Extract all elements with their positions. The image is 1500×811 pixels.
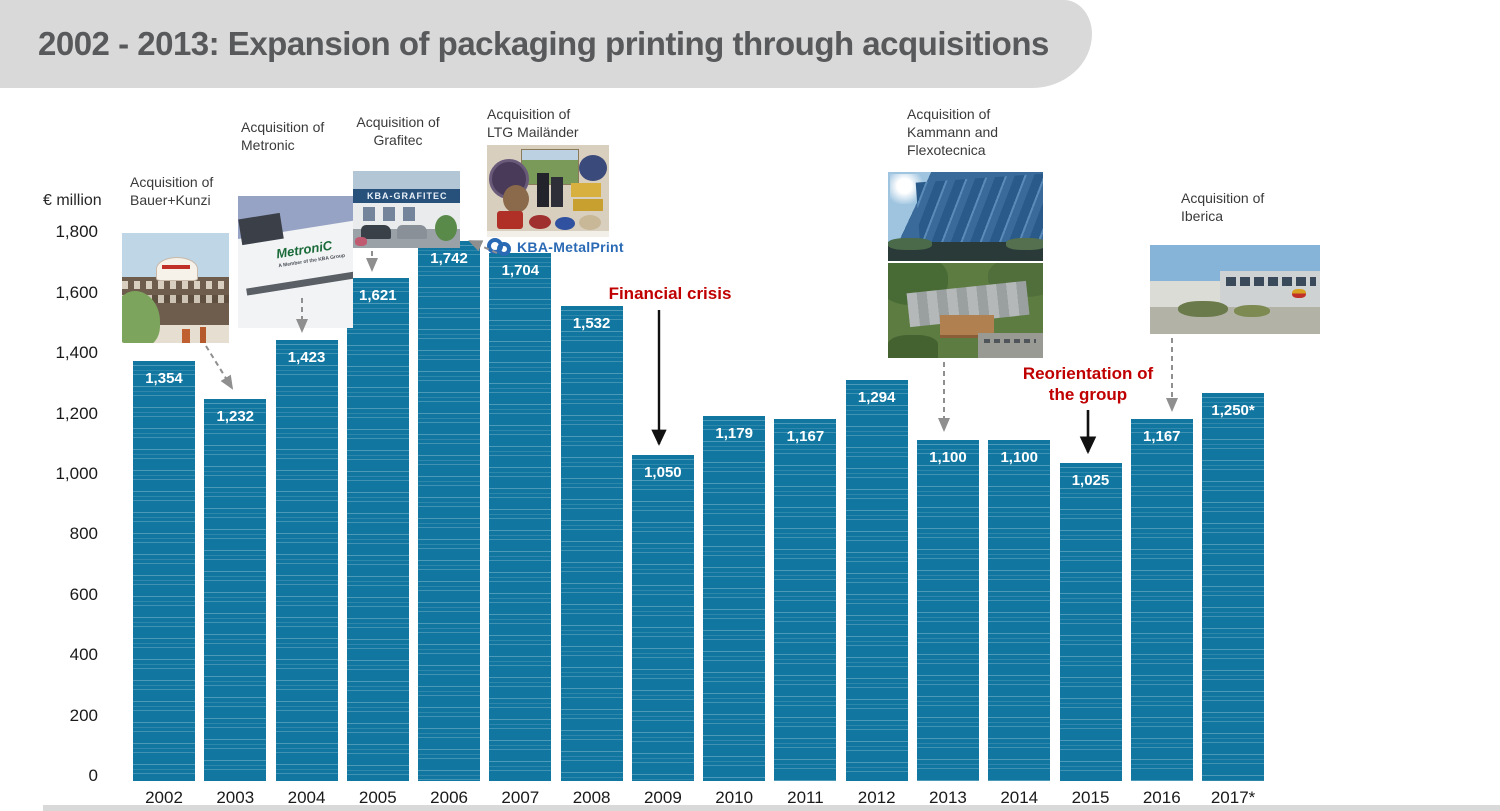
slide-title: 2002 - 2013: Expansion of packaging prin… xyxy=(38,25,1049,62)
photo-kammann-building xyxy=(888,172,1043,261)
bar-value-label: 1,025 xyxy=(1071,472,1110,489)
photo-iberica-building xyxy=(1150,245,1320,334)
bar-2007: 1,704 xyxy=(489,253,552,781)
callout-bauer-kunzi: Acquisition of Bauer+Kunzi xyxy=(130,173,213,209)
x-tick-2009: 2009 xyxy=(643,788,682,807)
callout-line: Acquisition of xyxy=(356,114,440,130)
x-tick-2002: 2002 xyxy=(145,788,183,807)
bar-value-label: 1,704 xyxy=(501,262,540,279)
bar-value-label: 1,532 xyxy=(572,315,611,332)
callout-line: Iberica xyxy=(1181,208,1224,224)
bar-2015: 1,025 xyxy=(1059,463,1122,781)
x-tick-2012: 2012 xyxy=(857,788,896,807)
callout-line: Metronic xyxy=(241,137,295,153)
bar-2008: 1,532 xyxy=(560,306,623,781)
y-tick-1800: 1,800 xyxy=(55,222,98,242)
photo-bauer-kunzi-building xyxy=(122,233,229,343)
bar-2006: 1,742 xyxy=(418,241,481,781)
x-tick-2007: 2007 xyxy=(501,788,540,807)
bar-value-label: 1,742 xyxy=(430,250,468,267)
x-tick-2006: 2006 xyxy=(430,788,468,807)
arrow-bauer-to-2003 xyxy=(205,345,234,390)
y-tick-200: 200 xyxy=(69,705,98,725)
note-reorientation: Reorientation of the group xyxy=(1008,363,1168,405)
bar-value-label: 1,232 xyxy=(216,408,255,425)
bar-2011: 1,167 xyxy=(774,419,837,781)
bar-2013: 1,100 xyxy=(916,440,979,781)
kba-metalprint-logo: KBA-MetalPrint xyxy=(487,238,624,256)
bar-2016: 1,167 xyxy=(1130,419,1193,781)
callout-line: Acquisition of xyxy=(241,119,325,135)
callout-line: Acquisition of xyxy=(487,106,571,122)
y-tick-1400: 1,400 xyxy=(55,343,98,363)
y-tick-1000: 1,000 xyxy=(55,464,98,483)
bar-value-label: 1,621 xyxy=(359,287,397,304)
y-axis-unit-label: € million xyxy=(43,192,102,209)
callout-kammann-flexotecnica: Acquisition of Kammann and Flexotecnica xyxy=(907,105,998,159)
callout-line: LTG Mailänder xyxy=(487,124,579,140)
title-banner xyxy=(0,0,1092,88)
y-tick-1600: 1,600 xyxy=(55,282,98,302)
bar-2010: 1,179 xyxy=(703,416,766,781)
x-tick-2004: 2004 xyxy=(287,788,326,807)
y-tick-600: 600 xyxy=(69,584,98,604)
x-tick-2011: 2011 xyxy=(787,788,824,807)
bar-2002: 1,354 xyxy=(133,361,195,781)
photo-ltg-mailaender-products xyxy=(487,145,609,237)
x-tick-2008: 2008 xyxy=(572,788,611,807)
x-tick-2016: 2016 xyxy=(1142,788,1181,807)
bar-2005: 1,621 xyxy=(346,278,409,781)
bar-2003: 1,232 xyxy=(204,399,267,781)
callout-line: Bauer+Kunzi xyxy=(130,192,211,208)
callout-iberica: Acquisition of Iberica xyxy=(1181,189,1264,225)
bar-value-label: 1,100 xyxy=(1000,449,1038,466)
callout-line: Kammann and xyxy=(907,124,999,140)
bar-2009: 1,050 xyxy=(631,455,694,781)
kba-metalprint-rings-icon xyxy=(487,238,513,256)
x-tick-2015: 2015 xyxy=(1071,788,1110,807)
x-tick-2013: 2013 xyxy=(929,788,967,807)
photo-flexotecnica-aerial xyxy=(888,263,1043,358)
callout-line: Acquisition of xyxy=(907,106,991,122)
bar-2004: 1,423 xyxy=(275,340,338,781)
note-line: Reorientation of xyxy=(1022,364,1154,383)
callout-metronic: Acquisition of Metronic xyxy=(241,118,324,154)
callout-line: Grafitec xyxy=(373,132,423,148)
photo-grafitec-building: KBA-GRAFITEC xyxy=(353,171,460,248)
x-tick-2010: 2010 xyxy=(715,788,754,807)
callout-ltg-mailaender: Acquisition of LTG Mailänder xyxy=(487,105,579,141)
grafitec-sign-text: KBA-GRAFITEC xyxy=(367,191,448,201)
bar-value-label: 1,167 xyxy=(786,428,825,445)
y-tick-1200: 1,200 xyxy=(55,403,98,423)
bar-value-label: 1,354 xyxy=(145,370,183,387)
bar-2014: 1,100 xyxy=(988,440,1051,781)
y-tick-400: 400 xyxy=(69,645,98,665)
bar-2012: 1,294 xyxy=(845,380,908,781)
bar-value-label: 1,294 xyxy=(857,389,896,406)
bar-2017: 1,250* xyxy=(1202,393,1265,781)
x-tick-2003: 2003 xyxy=(216,788,255,807)
x-tick-2017: 2017* xyxy=(1210,788,1256,807)
callout-line: Acquisition of xyxy=(1181,190,1265,206)
callout-line: Acquisition of xyxy=(130,174,214,190)
kba-metalprint-logo-text: KBA-MetalPrint xyxy=(517,238,624,255)
bar-value-label: 1,167 xyxy=(1142,428,1181,445)
callout-grafitec: Acquisition of Grafitec xyxy=(348,113,448,149)
bar-value-label: 1,250* xyxy=(1211,402,1255,419)
bar-value-label: 1,100 xyxy=(929,449,967,466)
bottom-divider-strip xyxy=(43,805,1500,811)
x-tick-2005: 2005 xyxy=(358,788,397,807)
y-tick-0: 0 xyxy=(88,766,98,785)
bar-value-label: 1,423 xyxy=(287,349,326,366)
bar-value-label: 1,179 xyxy=(715,425,753,442)
note-line: the group xyxy=(1048,385,1128,404)
y-tick-800: 800 xyxy=(69,524,98,544)
photo-metronic-building: MetroniC A Member of the KBA Group xyxy=(238,196,353,328)
note-financial-crisis: Financial crisis xyxy=(608,284,732,303)
bar-value-label: 1,050 xyxy=(644,464,682,481)
callout-line: Flexotecnica xyxy=(907,142,986,158)
x-tick-2014: 2014 xyxy=(1000,788,1039,807)
